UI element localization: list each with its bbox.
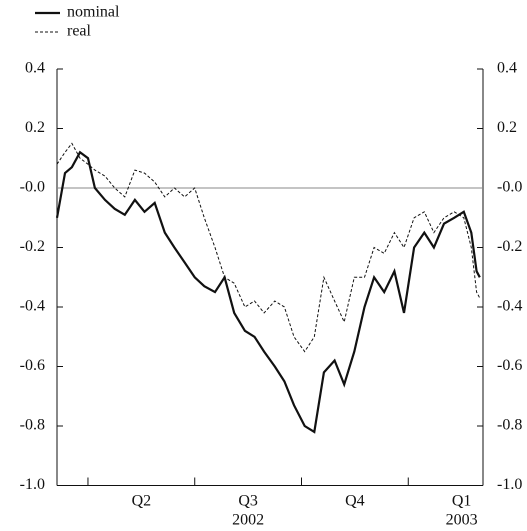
x-tick-label: Q2 [132, 493, 152, 510]
y2-tick-label: -0.6 [497, 357, 522, 374]
y2-tick-label: -0.0 [497, 179, 522, 196]
legend-label: nominal [67, 4, 120, 21]
y2-tick-label: -0.8 [497, 417, 522, 434]
y2-tick-label: -0.2 [497, 238, 522, 255]
y-tick-label: -0.2 [20, 238, 45, 255]
y2-tick-label: 0.4 [497, 60, 517, 77]
y-tick-label: 0.2 [25, 119, 45, 136]
y-tick-label: -0.4 [20, 298, 45, 315]
year-label: 2003 [446, 512, 478, 529]
y-tick-label: -0.8 [20, 417, 45, 434]
y-tick-label: 0.4 [25, 60, 45, 77]
legend-label: real [67, 23, 92, 40]
x-tick-label: Q1 [452, 493, 472, 510]
y-tick-label: -0.6 [20, 357, 45, 374]
y-tick-label: -0.0 [20, 179, 45, 196]
y-tick-label: -1.0 [20, 476, 45, 493]
series-line [55, 150, 481, 434]
year-label: 2002 [232, 512, 264, 529]
y2-tick-label: -1.0 [497, 476, 522, 493]
y2-tick-label: 0.2 [497, 119, 517, 136]
series-line [56, 142, 481, 353]
x-tick-label: Q4 [345, 493, 365, 510]
y2-tick-label: -0.4 [497, 298, 522, 315]
x-tick-label: Q3 [238, 493, 258, 510]
